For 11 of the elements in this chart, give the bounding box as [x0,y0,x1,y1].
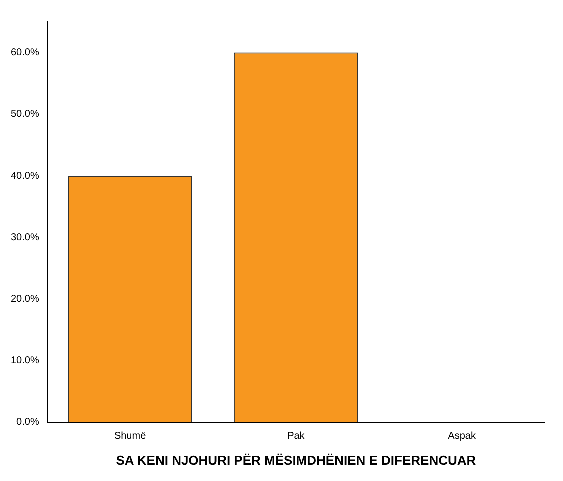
y-tick-label: 40.0% [10,170,40,182]
y-tick-label: 30.0% [10,232,40,244]
x-tick-label: Pak [288,431,306,442]
x-axis-title: SA KENI NJOHURI PËR MËSIMDHËNIEN E DIFERENCUAR [116,452,477,468]
y-tick-label: 60.0% [10,48,40,59]
y-tick-label: 10.0% [10,356,40,367]
x-tick-label: Shumë [114,431,147,442]
y-tick-label: 0.0% [16,417,40,428]
y-tick-label: 20.0% [10,294,40,305]
y-tick-label: 50.0% [10,109,40,120]
x-tick-label: Aspak [448,431,477,442]
